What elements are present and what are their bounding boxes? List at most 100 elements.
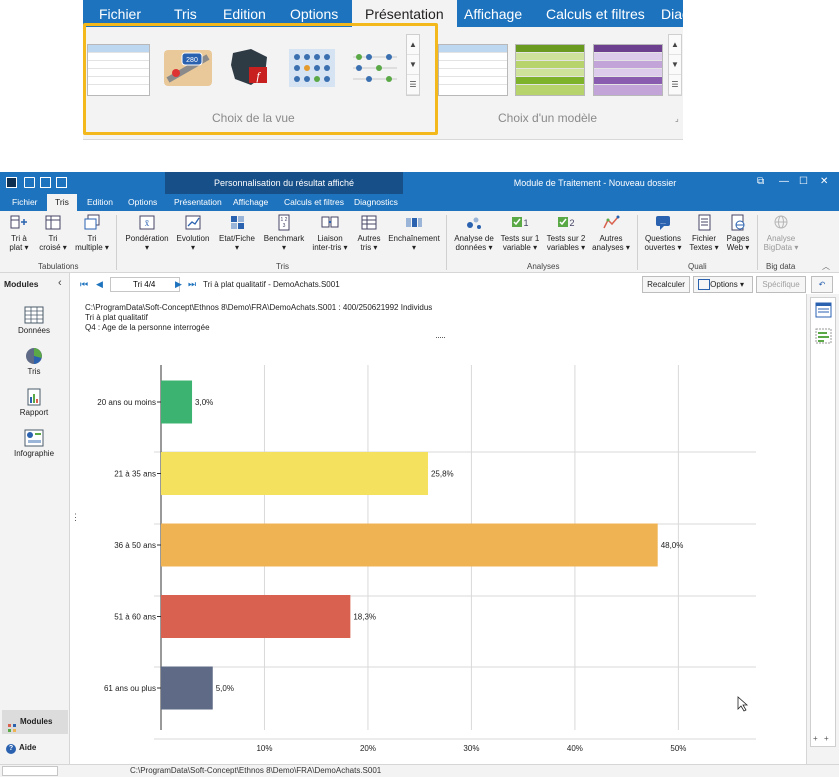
- panel-splitter[interactable]: ⋮: [71, 512, 80, 522]
- evolution-button[interactable]: Evolution ▾: [175, 214, 211, 252]
- autres-analyses-button[interactable]: Autres analyses ▾: [591, 214, 631, 252]
- previous-result-icon[interactable]: ◀: [96, 279, 103, 289]
- tri-croise-button[interactable]: Tri croisé ▾: [38, 214, 68, 252]
- collapse-ribbon-icon[interactable]: ︿: [822, 262, 830, 271]
- zoom-tab-affichage[interactable]: Affichage: [464, 6, 523, 22]
- dot-grid-view-icon[interactable]: [283, 45, 343, 90]
- chain-icon: [406, 218, 422, 227]
- help-button[interactable]: ? Aide: [6, 743, 36, 754]
- table-view-thumbnail[interactable]: [87, 44, 150, 96]
- autres-tris-button[interactable]: Autres tris ▾: [354, 214, 384, 252]
- module-tris[interactable]: Tris: [0, 347, 68, 376]
- analyse-bigdata-button[interactable]: Analyse BigData ▾: [763, 214, 799, 252]
- ponderation-button[interactable]: x̄ Pondération ▾: [124, 214, 170, 252]
- status-bar: C:\ProgramData\Soft-Concept\Ethnos 8\Dem…: [0, 764, 839, 777]
- tri-multiple-button[interactable]: Tri multiple ▾: [74, 214, 110, 252]
- tab-edition[interactable]: Edition: [87, 197, 113, 207]
- ribbon-separator: [637, 215, 638, 270]
- remove-icon[interactable]: +: [824, 734, 829, 743]
- tests-1-variable-button[interactable]: 1 Tests sur 1 variable ▾: [500, 214, 540, 252]
- zoom-tab-diag[interactable]: Diag: [661, 6, 683, 22]
- table-view-icon[interactable]: [815, 302, 832, 318]
- recalculer-button[interactable]: Recalculer: [642, 276, 690, 293]
- module-infographie[interactable]: Infographie: [0, 429, 68, 458]
- fichier-textes-button[interactable]: Fichier Textes ▾: [688, 214, 720, 252]
- module-rapport[interactable]: Rapport: [0, 388, 68, 417]
- resize-handle[interactable]: ·····: [435, 332, 446, 342]
- pie-chart-icon: [26, 348, 42, 364]
- last-result-icon[interactable]: ⏭: [188, 279, 197, 289]
- analyse-donnees-button[interactable]: Analyse de données ▾: [452, 214, 496, 252]
- undo-icon[interactable]: ↶: [811, 276, 833, 293]
- choix-de-la-vue-label: Choix de la vue: [212, 111, 295, 125]
- help-icon: ?: [6, 744, 16, 754]
- next-result-icon[interactable]: ▶: [175, 279, 182, 289]
- model-thumbnail-purple[interactable]: [593, 44, 663, 96]
- tab-tris[interactable]: Tris: [47, 194, 77, 211]
- pages-web-button[interactable]: Pages Web ▾: [724, 214, 752, 252]
- window-title: Module de Traitement - Nouveau dossier: [513, 178, 677, 188]
- tab-diagnostics[interactable]: Diagnostics: [354, 197, 398, 207]
- first-result-icon[interactable]: ⏮: [80, 279, 89, 289]
- close-icon[interactable]: ✕: [820, 176, 829, 187]
- zoom-tab-calculs[interactable]: Calculs et filtres: [546, 6, 645, 22]
- options-button[interactable]: Options ▾: [693, 276, 753, 293]
- data-label: 48,0%: [661, 541, 684, 550]
- modules-grid-icon: [8, 718, 16, 732]
- ribbon: Tri à plat ▾ Tri croisé ▾ Tri multiple ▾ Ta…: [0, 211, 839, 273]
- add-icon[interactable]: +: [813, 734, 818, 743]
- view-gallery-scroll[interactable]: ▲ ▼ ☰: [406, 34, 420, 96]
- liaison-inter-tris-button[interactable]: Liaison inter-tris ▾: [311, 214, 349, 252]
- tab-options[interactable]: Options: [128, 197, 158, 207]
- minimize-icon[interactable]: —: [779, 176, 789, 187]
- zoom-tab-bar: Fichier Tris Edition Options Présentatio…: [83, 0, 683, 27]
- svg-text:x̄: x̄: [145, 218, 150, 228]
- tab-presentation[interactable]: Présentation: [174, 197, 222, 207]
- main-window: Personnalisation du résultat affiché Mod…: [0, 172, 839, 777]
- category-label: 61 ans ou plus: [104, 684, 156, 693]
- tab-calculs-filtres[interactable]: Calculs et filtres: [284, 197, 344, 207]
- tri-a-plat-button[interactable]: Tri à plat ▾: [6, 214, 32, 252]
- other-tabs-icon: [361, 215, 377, 230]
- tab-fichier[interactable]: Fichier: [12, 197, 38, 207]
- status-path: C:\ProgramData\Soft-Concept\Ethnos 8\Dem…: [130, 766, 382, 775]
- ribbon-tab-bar: Fichier Tris Edition Options Présentatio…: [0, 194, 839, 233]
- dialog-launcher-icon[interactable]: ⌟: [675, 114, 679, 123]
- modules-toggle-button[interactable]: Modules: [2, 710, 68, 734]
- etat-fiche-button[interactable]: Etat/Fiche ▾: [217, 214, 257, 252]
- tab-affichage[interactable]: Affichage: [233, 197, 269, 207]
- specifique-button[interactable]: Spécifique: [756, 276, 806, 293]
- questions-ouvertes-button[interactable]: ... Questions ouvertes ▾: [643, 214, 683, 252]
- ribbon-display-icon[interactable]: ⧉: [757, 176, 765, 187]
- zoom-tab-tris[interactable]: Tris: [174, 6, 197, 22]
- save-icon[interactable]: [56, 177, 67, 188]
- maximize-icon[interactable]: ☐: [799, 176, 808, 187]
- result-position-field[interactable]: Tri 4/4: [110, 277, 180, 292]
- bar: [161, 595, 351, 638]
- highlight-frame: [83, 23, 438, 135]
- module-donnees[interactable]: Données: [0, 306, 68, 335]
- open-folder-icon[interactable]: [40, 177, 51, 188]
- model-thumbnail-plain[interactable]: [438, 44, 508, 96]
- zoom-tab-options[interactable]: Options: [290, 6, 339, 22]
- enchainement-button[interactable]: Enchaînement ▾: [388, 214, 440, 252]
- data-grid-icon: [24, 306, 44, 324]
- zoom-tab-presentation[interactable]: Présentation: [352, 0, 457, 27]
- map-pin-view-icon[interactable]: 280: [158, 45, 218, 90]
- x-tick-label: 50%: [670, 744, 686, 753]
- infographic-icon: [24, 429, 44, 447]
- bar-view-icon[interactable]: [815, 328, 832, 344]
- france-flash-map-icon[interactable]: f: [221, 45, 281, 90]
- collapse-panel-icon[interactable]: ‹: [58, 277, 62, 289]
- model-thumbnail-green[interactable]: [515, 44, 585, 96]
- other-analyses-icon: [603, 215, 620, 229]
- x-tick-label: 40%: [567, 744, 583, 753]
- dot-matrix-view-icon[interactable]: [345, 45, 405, 90]
- tests-2-variables-button[interactable]: 2 Tests sur 2 variables ▾: [545, 214, 587, 252]
- zoom-tab-edition[interactable]: Edition: [223, 6, 266, 22]
- model-gallery-scroll[interactable]: ▲ ▼ ☰: [668, 34, 682, 96]
- report-icon: [27, 388, 41, 406]
- zoom-tab-fichier[interactable]: Fichier: [99, 6, 142, 22]
- new-file-icon[interactable]: [24, 177, 35, 188]
